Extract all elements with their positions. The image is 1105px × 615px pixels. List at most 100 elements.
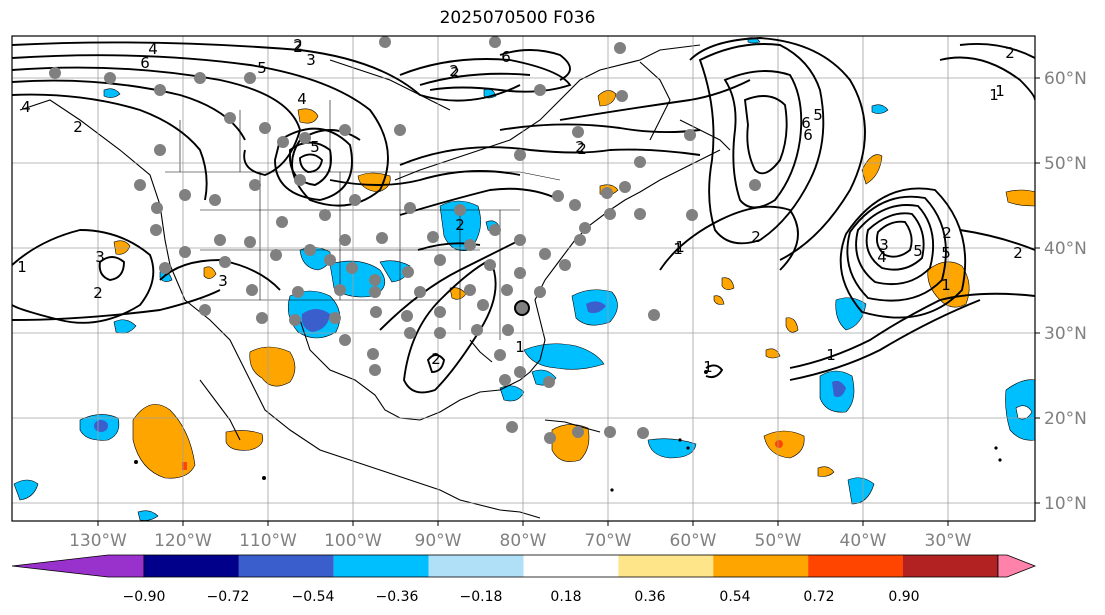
lat-label: 30°N xyxy=(1044,324,1087,344)
contour-label: 6 xyxy=(801,114,811,132)
contour-label: 6 xyxy=(140,54,150,72)
colorbar xyxy=(11,554,1037,578)
shade-pos xyxy=(113,240,131,255)
colorbar-label: −0.90 xyxy=(123,589,166,605)
lon-label: 80°W xyxy=(500,531,547,551)
contour-label: 4 xyxy=(877,248,887,266)
colorbar-label: 0.36 xyxy=(634,589,665,605)
contour-label: 1 xyxy=(941,276,951,294)
contour-label: 1 xyxy=(995,82,1005,100)
lat-label: 60°N xyxy=(1044,69,1087,89)
lon-label: 120°W xyxy=(154,531,212,551)
contour-label: 6 xyxy=(803,126,813,144)
lon-label: 100°W xyxy=(324,531,382,551)
colorbar-label: −0.18 xyxy=(460,589,503,605)
lon-label: 70°W xyxy=(585,531,632,551)
contour-lines xyxy=(12,37,1035,394)
contour-label: 2 xyxy=(293,38,303,56)
highlight-station xyxy=(514,300,530,316)
shade-pos xyxy=(1005,189,1035,207)
shade-neg xyxy=(871,104,889,114)
contour-label: 2 xyxy=(293,36,303,54)
lon-label: 90°W xyxy=(415,531,462,551)
shade-neg xyxy=(586,301,606,314)
shade-pos xyxy=(203,266,217,279)
lon-label: 40°W xyxy=(840,531,887,551)
tick-marks xyxy=(97,77,1040,526)
colorbar-segment xyxy=(808,555,903,577)
colorbar-outline xyxy=(143,554,999,578)
shade-neg xyxy=(832,380,846,397)
contour-label: 2 xyxy=(575,138,585,156)
contour-label: 3 xyxy=(218,272,228,290)
contour-label: 2 xyxy=(1013,244,1023,262)
shade-neg xyxy=(647,438,697,459)
contour-label: 3 xyxy=(879,236,889,254)
contour-label: 2 xyxy=(449,62,459,80)
contour-label: 2 xyxy=(751,228,761,246)
colorbar-label: 0.72 xyxy=(803,589,834,605)
shade-neg xyxy=(1015,405,1033,420)
shade-pos xyxy=(225,430,264,451)
shade-neg xyxy=(379,260,411,283)
colorbar-labels: −0.90 −0.72 −0.54 −0.36 −0.18 0.18 0.36 … xyxy=(123,589,920,605)
shade-pos xyxy=(597,90,617,107)
shade-neg xyxy=(301,309,330,332)
contour-label: 5 xyxy=(941,244,951,262)
contour-label: 1 xyxy=(826,346,836,364)
contour-label: 1 xyxy=(989,86,999,104)
contour-label: 4 xyxy=(297,90,307,108)
coastlines xyxy=(19,44,731,519)
shade-pos xyxy=(721,277,735,290)
contour-label: 2 xyxy=(455,216,465,234)
shade-pos xyxy=(765,348,781,359)
contour-label: 4 xyxy=(148,40,158,58)
lon-labels: 130°W 120°W 110°W 100°W 90°W 80°W 70°W 6… xyxy=(69,531,972,551)
contour-label: 1 xyxy=(17,258,27,276)
shade-pos xyxy=(713,295,725,305)
colorbar-segment xyxy=(713,555,809,577)
contour-label: 4 xyxy=(21,98,31,116)
contour-label: 1 xyxy=(515,338,525,356)
shade-pos xyxy=(249,346,296,387)
colorbar-label: 0.90 xyxy=(888,589,919,605)
shade-pos xyxy=(861,154,883,185)
shade-pos xyxy=(297,108,319,124)
shade-pos xyxy=(817,466,835,477)
colorbar-segment xyxy=(903,555,998,577)
shade-pos xyxy=(763,430,805,459)
lat-labels: 60°N 50°N 40°N 30°N 20°N 10°N xyxy=(1044,69,1087,514)
contour-label: 2 xyxy=(942,224,952,242)
shade-neg xyxy=(94,420,108,432)
colorbar-label: −0.36 xyxy=(376,589,419,605)
colorbar-label: −0.54 xyxy=(292,589,335,605)
contour-label: 5 xyxy=(913,242,923,260)
contour-label: 5 xyxy=(257,59,267,77)
contour-label: 5 xyxy=(310,138,320,156)
lon-label: 130°W xyxy=(69,531,127,551)
contour-label: 1 xyxy=(703,358,713,376)
shade-pos xyxy=(132,404,196,479)
contour-label: 1 xyxy=(673,240,683,258)
contour-label: 2 xyxy=(450,64,460,82)
shade-neg xyxy=(523,343,605,370)
plot-title: 2025070500 F036 xyxy=(439,8,596,28)
lat-label: 10°N xyxy=(1044,494,1087,514)
shade-pos xyxy=(785,317,799,333)
colorbar-segment xyxy=(238,555,334,577)
lon-label: 50°W xyxy=(755,531,802,551)
shade-neg xyxy=(103,88,121,98)
colorbar-label: 0.54 xyxy=(719,589,750,605)
contour-label: 3 xyxy=(306,51,316,69)
islands xyxy=(134,370,1002,492)
lat-label: 50°N xyxy=(1044,154,1087,174)
shaded-regions xyxy=(13,37,1035,521)
contour-label: 2 xyxy=(93,284,103,302)
lat-label: 20°N xyxy=(1044,409,1087,429)
colorbar-label: −0.72 xyxy=(207,589,250,605)
shade-neg xyxy=(13,479,39,501)
lat-label: 40°N xyxy=(1044,239,1087,259)
contour-label: 2 xyxy=(73,118,83,136)
